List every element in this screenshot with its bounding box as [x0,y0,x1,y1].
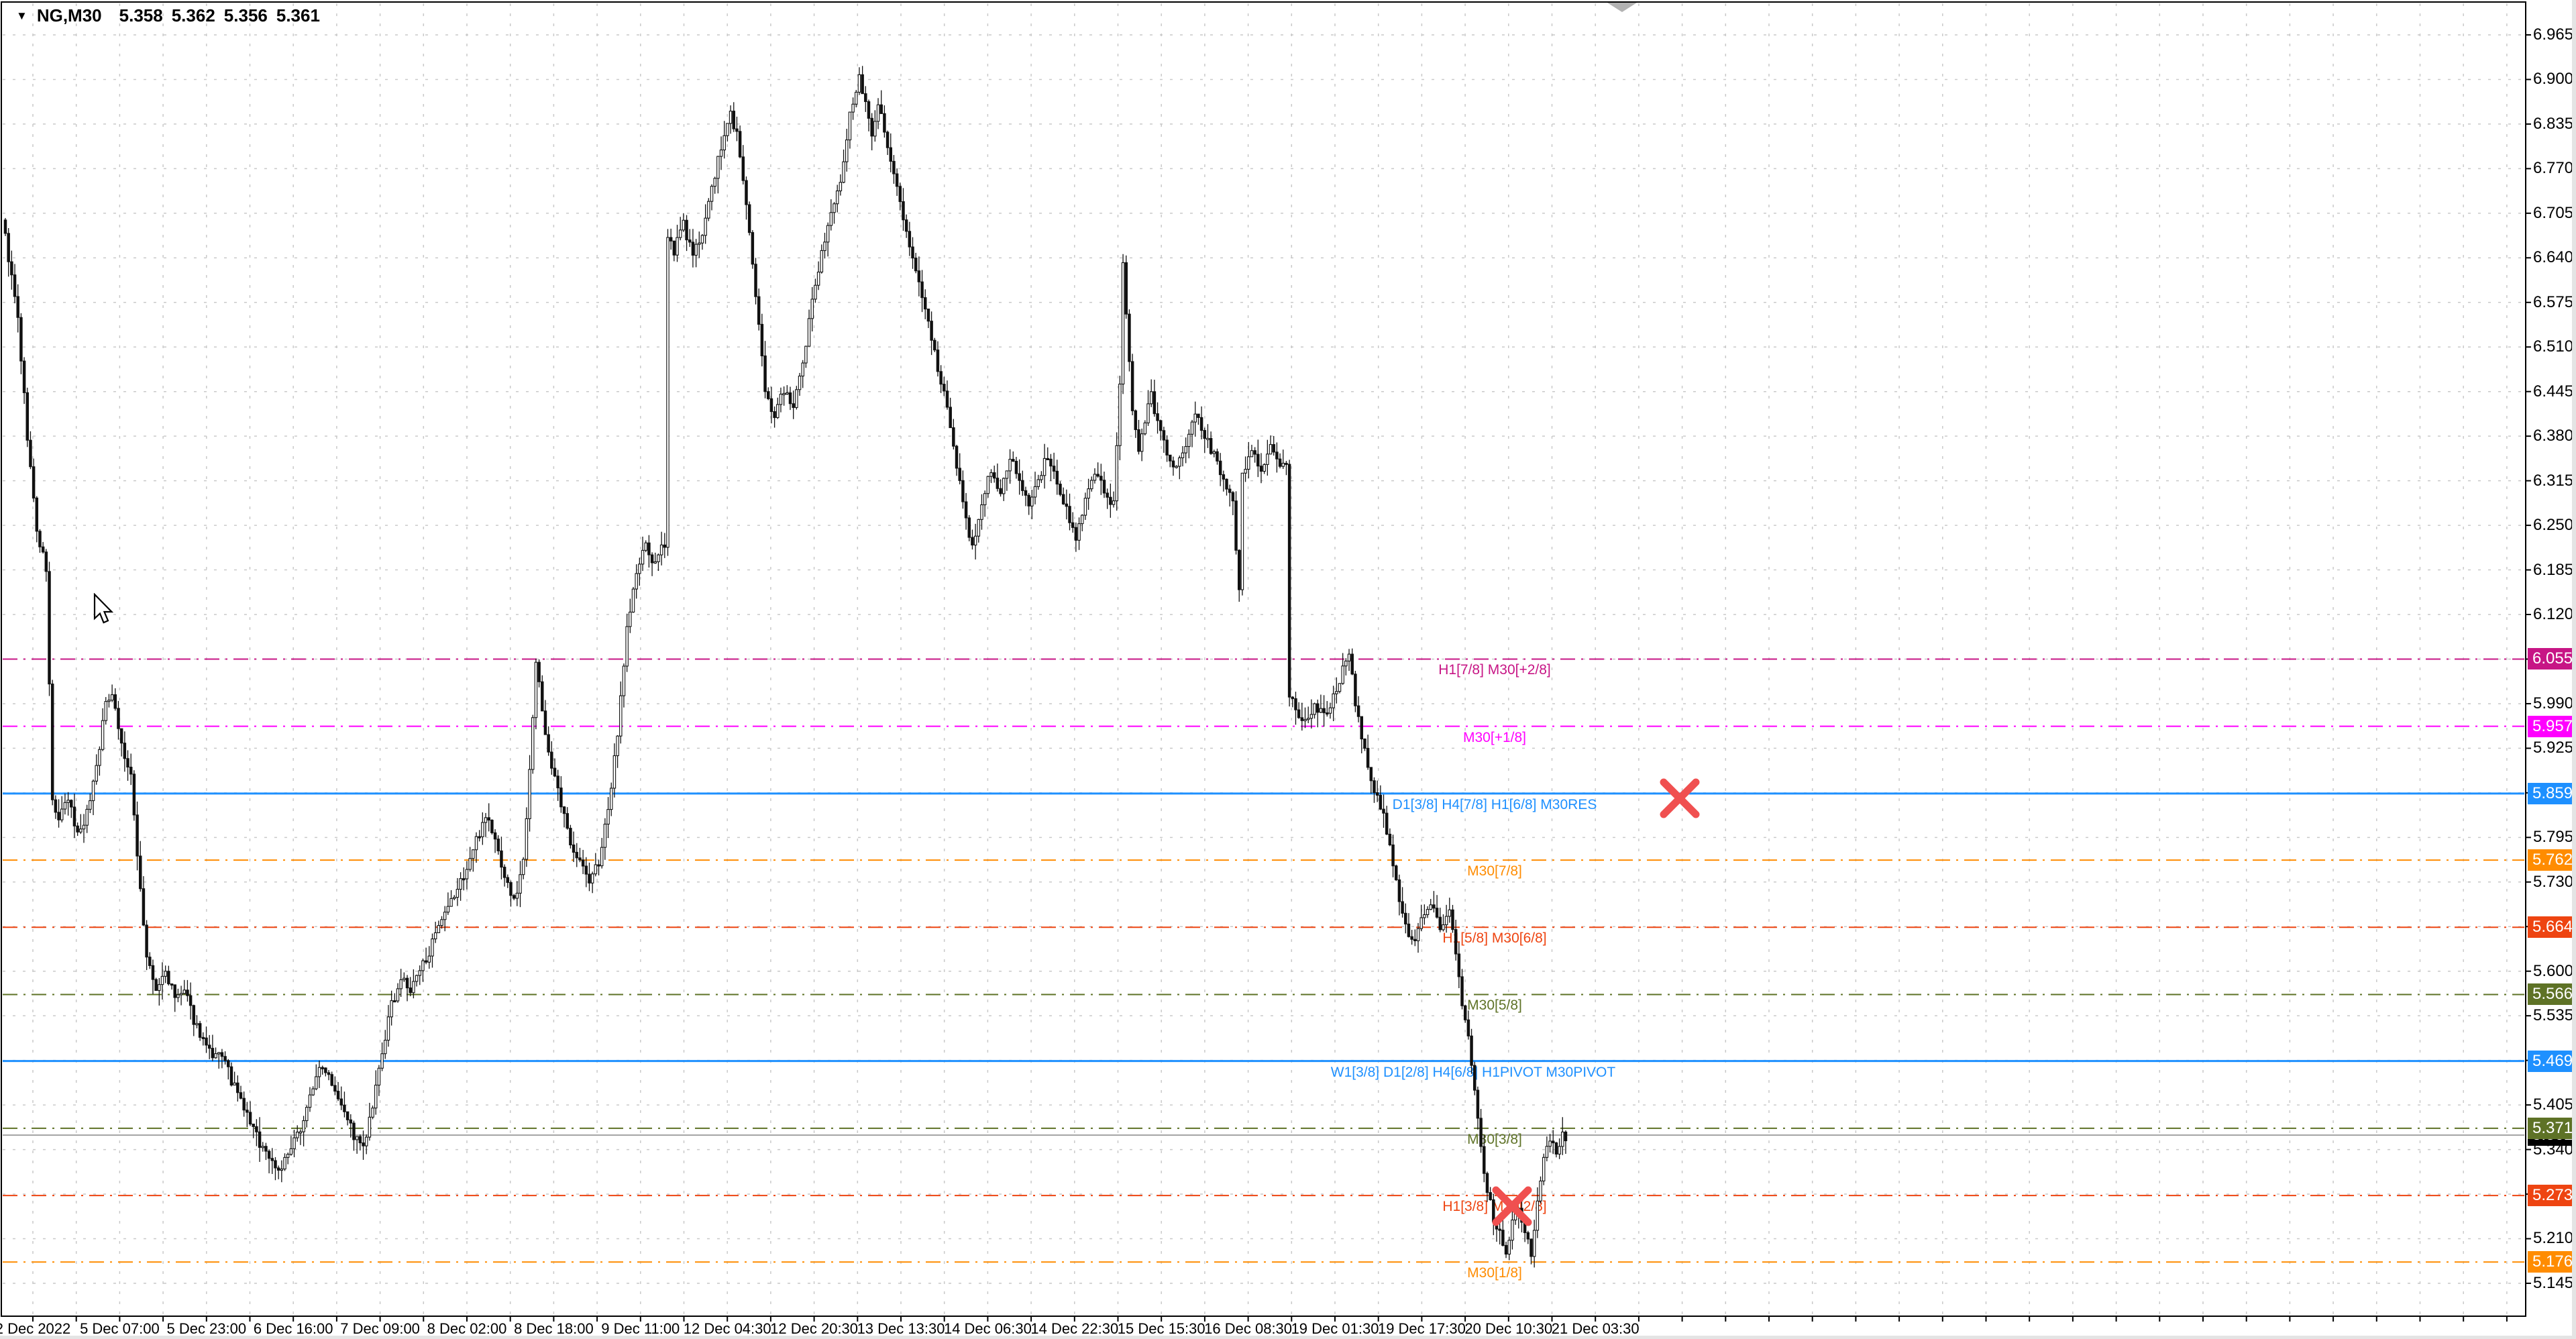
time-tick-label: 7 Dec 09:00 [340,1320,420,1337]
time-tick-label: 8 Dec 18:00 [514,1320,594,1337]
chart-title-overlay: ▼ NG,M30 5.358 5.362 5.356 5.361 [16,5,329,26]
time-tick-label: 21 Dec 03:30 [1551,1320,1640,1337]
time-tick-label: 14 Dec 06:30 [943,1320,1032,1337]
time-tick-label: 5 Dec 23:00 [166,1320,247,1337]
time-tick-label: 2 Dec 2022 [0,1320,71,1337]
ohlc-open: 5.358 [119,5,163,25]
time-tick-label: 9 Dec 11:00 [601,1320,680,1337]
price-level-badge: 5.176 [2528,1251,2576,1273]
price-tick-label: 5.535 [2533,1006,2574,1025]
time-tick-label: 20 Dec 10:30 [1464,1320,1553,1337]
symbol-label: NG,M30 [36,5,102,25]
time-axis[interactable]: 2 Dec 2022 5 Dec 07:00 5 Dec 23:00 6 Dec 16… [0,1317,2576,1339]
red-x-marker[interactable] [1492,1186,1532,1226]
price-tick-label: 5.600 [2533,961,2574,980]
price-level-badge: 5.957 [2528,715,2576,737]
price-tick-label: 6.900 [2533,70,2574,89]
red-x-marker[interactable] [1660,778,1700,818]
price-axis[interactable]: 6.965 6.900 6.835 6.770 6.705 6.640 6.575 6.510… [2527,0,2576,1339]
price-tick-label: 6.510 [2533,337,2574,356]
price-tick-label: 6.770 [2533,159,2574,178]
time-tick-label: 19 Dec 17:30 [1377,1320,1466,1337]
candlesticks [3,66,1568,1268]
price-tick-label: 5.145 [2533,1273,2574,1292]
price-tick-label: 5.730 [2533,872,2574,891]
ohlc-close: 5.361 [276,5,320,25]
price-level-badge: 5.566 [2528,983,2576,1006]
ohlc-low: 5.356 [223,5,268,25]
price-level-badge: 5.762 [2528,849,2576,871]
time-tick-label: 12 Dec 20:30 [770,1320,859,1337]
price-tick-label: 6.705 [2533,203,2574,222]
time-tick-label: 15 Dec 15:30 [1117,1320,1205,1337]
price-tick-label: 5.210 [2533,1229,2574,1248]
time-tick-label: 8 Dec 02:00 [427,1320,507,1337]
price-level-badge: 6.055 [2528,648,2576,670]
time-tick-label: 5 Dec 07:00 [80,1320,160,1337]
price-tick-label: 5.990 [2533,694,2574,712]
price-level-badge: 5.273 [2528,1185,2576,1207]
time-tick-label: 13 Dec 13:30 [857,1320,945,1337]
price-tick-label: 6.575 [2533,292,2574,311]
time-tick-label: 12 Dec 04:30 [683,1320,771,1337]
symbol-dropdown-arrow[interactable]: ▼ [16,9,28,22]
price-tick-label: 6.185 [2533,560,2574,579]
time-tick-label: 19 Dec 01:30 [1291,1320,1379,1337]
price-tick-label: 5.405 [2533,1095,2574,1114]
price-tick-label: 6.965 [2533,25,2574,44]
ohlc-high: 5.362 [171,5,215,25]
price-tick-label: 5.925 [2533,739,2574,757]
price-level-badge: 5.371 [2528,1117,2576,1139]
price-tick-label: 5.795 [2533,828,2574,847]
price-tick-label: 6.835 [2533,114,2574,133]
time-tick-label: 14 Dec 22:30 [1030,1320,1119,1337]
price-tick-label: 6.445 [2533,382,2574,400]
price-tick-label: 6.640 [2533,248,2574,267]
time-tick-label: 6 Dec 16:00 [253,1320,333,1337]
window-edge-bottom [0,1336,2576,1339]
chart-shift-marker [1607,3,1637,12]
price-level-badge: 5.469 [2528,1050,2576,1072]
window-edge-right [2572,0,2576,1339]
time-tick-label: 16 Dec 08:30 [1204,1320,1293,1337]
price-tick-label: 6.315 [2533,471,2574,490]
price-level-badge: 5.664 [2528,916,2576,939]
price-tick-label: 6.250 [2533,516,2574,535]
price-level-badge: 5.859 [2528,782,2576,804]
price-tick-label: 6.120 [2533,605,2574,623]
price-tick-label: 6.380 [2533,427,2574,445]
